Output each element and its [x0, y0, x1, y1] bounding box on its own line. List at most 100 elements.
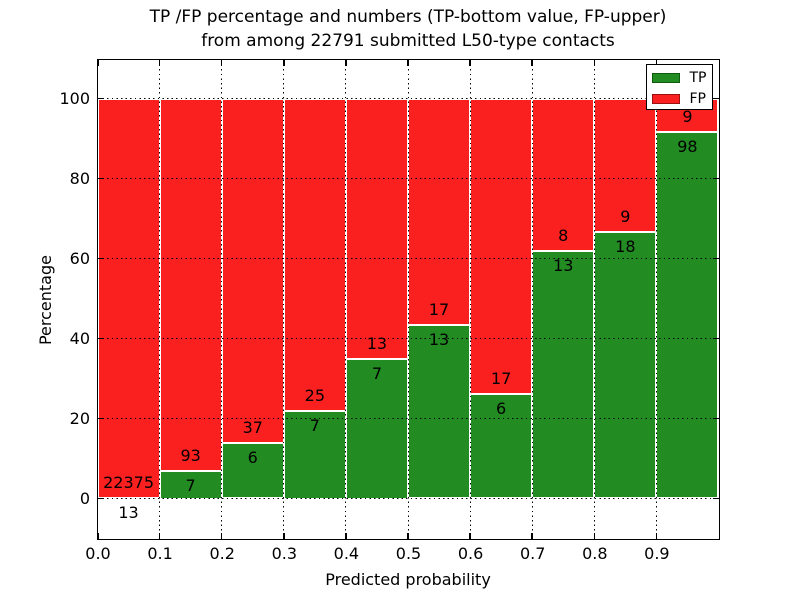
- x-tick-label: 0.4: [333, 544, 360, 563]
- x-tick: [593, 532, 596, 539]
- y-tick: [97, 257, 104, 260]
- y-tick-label: 100: [59, 89, 90, 108]
- fp-count-label: 17: [428, 300, 450, 320]
- y-tick: [97, 97, 104, 100]
- x-tick-top: [220, 59, 223, 66]
- y-tick-right: [712, 337, 719, 340]
- tp-count-label: 13: [553, 255, 574, 275]
- bar-segment-tp: [470, 394, 533, 499]
- x-tick-label: 0.0: [85, 544, 111, 563]
- x-tick-top: [345, 59, 347, 66]
- bar-segment-tp: [408, 325, 471, 499]
- y-tick-right: [712, 257, 719, 260]
- x-tick-label: 0.1: [147, 544, 173, 563]
- tp-count-label: 7: [309, 416, 320, 435]
- x-gridline: [531, 59, 533, 539]
- bar-segment-tp: [221, 442, 284, 499]
- fp-count-label: 9: [682, 107, 693, 127]
- fp-color-swatch: [651, 93, 680, 104]
- x-tick-label: 0.6: [457, 544, 484, 563]
- fp-count-label: 17: [490, 369, 512, 389]
- x-gridline: [469, 59, 471, 539]
- x-tick: [158, 532, 161, 539]
- tp-color-swatch: [651, 72, 680, 83]
- x-tick: [283, 532, 285, 539]
- bar-segment-tp: [532, 250, 595, 499]
- bar-segment-tp: [594, 231, 657, 499]
- y-tick-label: 40: [69, 329, 90, 348]
- x-tick: [469, 532, 471, 539]
- x-tick-label: 0.2: [209, 544, 235, 563]
- fp-count-label: 25: [304, 386, 326, 405]
- x-axis-title: Predicted probability: [325, 570, 491, 589]
- chart-title-line2: from among 22791 submitted L50-type cont…: [201, 31, 615, 51]
- x-tick-top: [655, 59, 658, 66]
- x-tick-label: 0.5: [395, 544, 422, 563]
- y-tick-right: [712, 497, 719, 500]
- x-tick-top: [97, 59, 99, 66]
- y-tick-label: 0: [79, 489, 90, 508]
- x-gridline: [159, 59, 161, 539]
- x-tick-label: 0.7: [519, 544, 546, 563]
- x-tick: [97, 532, 99, 539]
- fp-count-label: 22375: [103, 473, 155, 493]
- x-gridline: [655, 59, 657, 539]
- bar-segment-tp: [283, 411, 346, 499]
- legend-label-fp: FP: [689, 90, 707, 107]
- bar-segment-fp: [159, 98, 222, 471]
- bar-segment-fp: [470, 98, 533, 395]
- tp-count-label: 13: [118, 503, 139, 523]
- y-tick-label: 60: [69, 249, 90, 268]
- tp-count-label: 98: [677, 137, 698, 157]
- plot-area: TP FP 22375 13 93 7 37 6 25 7 13 7 17 13 17 6 8 13 9 18 9 9…: [96, 58, 720, 540]
- bar-segment-fp: [408, 98, 471, 326]
- chart-title: TP /FP percentage and numbers (TP-bottom…: [96, 5, 720, 53]
- x-gridline: [593, 59, 595, 539]
- x-tick-top: [158, 59, 161, 66]
- x-tick: [407, 532, 409, 539]
- x-tick: [655, 532, 658, 539]
- legend-label-tp: TP: [689, 69, 707, 86]
- tp-count-label: 18: [615, 236, 636, 256]
- x-tick-top: [407, 59, 409, 66]
- x-tick-top: [531, 59, 533, 66]
- tp-count-label: 7: [185, 475, 196, 495]
- x-gridline: [283, 59, 285, 539]
- fp-count-label: 8: [558, 225, 569, 245]
- bar-segment-fp: [221, 98, 284, 443]
- fp-count-label: 37: [242, 417, 263, 437]
- x-tick-top: [593, 59, 596, 66]
- x-gridline: [407, 59, 409, 539]
- bar-segment-fp: [532, 98, 595, 251]
- fp-count-label: 13: [366, 333, 388, 353]
- y-tick: [97, 337, 104, 340]
- tp-count-label: 6: [247, 447, 258, 467]
- x-tick-label: 0.9: [644, 544, 670, 563]
- y-tick: [97, 177, 104, 180]
- bar-segment-fp: [594, 98, 657, 232]
- x-tick: [220, 532, 223, 539]
- bar-segment-fp: [283, 98, 346, 411]
- y-tick-right: [712, 97, 719, 100]
- x-tick-top: [469, 59, 471, 66]
- y-tick: [97, 497, 104, 500]
- x-tick-label: 0.3: [271, 544, 298, 563]
- tp-count-label: 13: [428, 330, 450, 350]
- tp-count-label: 6: [496, 399, 507, 419]
- bar-segment-fp: [345, 98, 408, 359]
- y-tick-right: [712, 177, 719, 180]
- bar-segment-tp: [159, 470, 222, 499]
- fp-count-label: 93: [180, 445, 201, 465]
- x-tick: [531, 532, 533, 539]
- chart-title-line1: TP /FP percentage and numbers (TP-bottom…: [149, 7, 667, 27]
- fp-count-label: 9: [620, 206, 631, 226]
- tp-count-label: 7: [371, 363, 383, 383]
- y-tick-label: 80: [69, 169, 90, 188]
- x-gridline: [221, 59, 223, 539]
- bar-segment-tp: [345, 358, 408, 499]
- bar-segment-tp: [656, 132, 719, 499]
- x-tick-top: [283, 59, 285, 66]
- x-tick-label: 0.8: [582, 544, 608, 563]
- x-tick: [345, 532, 347, 539]
- legend: TP FP: [645, 63, 713, 110]
